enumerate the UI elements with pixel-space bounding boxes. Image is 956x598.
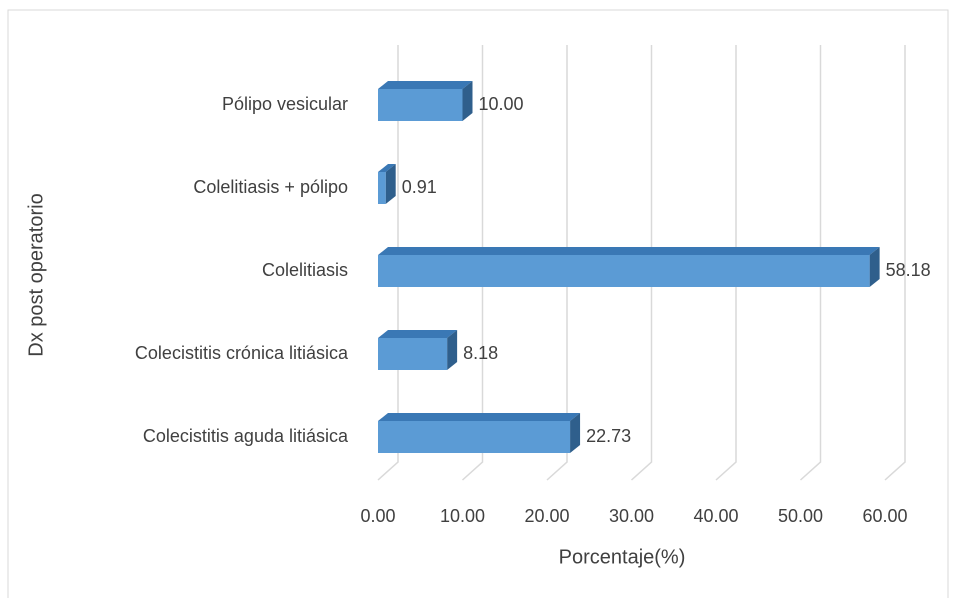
bar (378, 247, 880, 287)
grid-line (377, 45, 399, 481)
chart-border (7, 9, 949, 598)
grid-line (715, 45, 737, 481)
bar (378, 330, 458, 370)
data-label: 58.18 (886, 260, 931, 280)
bar (378, 164, 396, 204)
grid-line (630, 45, 653, 481)
x-tick-label: 20.00 (524, 506, 569, 526)
x-tick-label: 60.00 (862, 506, 907, 526)
bar-top (378, 164, 396, 172)
data-label: 22.73 (586, 426, 631, 446)
grid-line (799, 45, 822, 481)
x-tick-label: 30.00 (609, 506, 654, 526)
x-tick-label: 40.00 (693, 506, 738, 526)
bar-side (869, 247, 880, 287)
bar (378, 413, 581, 453)
bar-side (447, 330, 458, 370)
bar-front (378, 89, 463, 121)
y-tick-label: Colelitiasis (262, 260, 348, 280)
y-tick-label: Pólipo vesicular (222, 94, 348, 114)
grid-line (884, 45, 906, 481)
bar-top (378, 247, 880, 255)
bar-front (378, 255, 870, 287)
y-tick-label: Colecistitis aguda litiásica (143, 426, 349, 446)
bar (378, 81, 473, 121)
grid-line (461, 45, 484, 481)
bar-side (570, 413, 581, 453)
bar-side (462, 81, 473, 121)
x-tick-label: 10.00 (440, 506, 485, 526)
bar-front (378, 421, 571, 453)
bar-top (378, 330, 458, 338)
data-label: 10.00 (479, 94, 524, 114)
y-axis-title: Dx post operatorio (25, 193, 47, 356)
x-axis-title: Porcentaje(%) (559, 546, 686, 568)
bar-side (385, 164, 396, 204)
data-label: 0.91 (402, 177, 437, 197)
x-tick-label: 0.00 (360, 506, 395, 526)
bar-front (378, 172, 386, 204)
data-label: 8.18 (463, 343, 498, 363)
grid-line (546, 45, 568, 481)
x-tick-label: 50.00 (778, 506, 823, 526)
y-tick-label: Colecistitis crónica litiásica (135, 343, 349, 363)
y-tick-label: Colelitiasis + pólipo (193, 177, 348, 197)
bar-top (378, 81, 473, 89)
bar-top (378, 413, 581, 421)
bar-front (378, 338, 448, 370)
